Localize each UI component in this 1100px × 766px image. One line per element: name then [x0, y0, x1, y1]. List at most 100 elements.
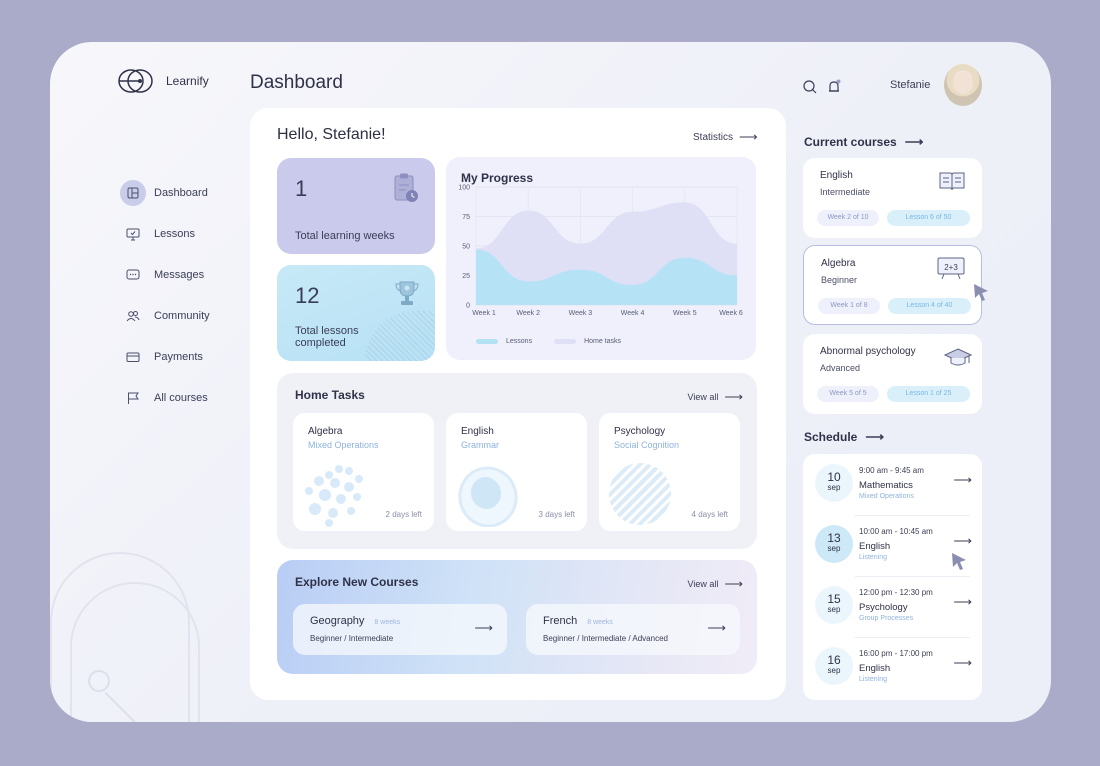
date-badge: 16 sep	[815, 647, 853, 685]
logo-icon	[118, 68, 154, 94]
sidebar-nav: Dashboard Lessons Messages Community Pay…	[120, 180, 210, 426]
current-courses-header[interactable]: Current courses ⟶	[804, 134, 923, 150]
schedule-subject: English	[859, 663, 891, 674]
task-subject: Algebra	[308, 426, 343, 437]
sidebar-item-lessons[interactable]: Lessons	[120, 221, 210, 247]
arrow-right-icon: ⟶	[474, 620, 493, 635]
schedule-topic: Group Processes	[859, 615, 914, 622]
course-lesson-pill: Lesson 6 of 50	[887, 210, 970, 226]
date-day: 10	[827, 470, 841, 484]
y-tick-label: 25	[462, 273, 470, 280]
learning-weeks-card[interactable]: 1 Total learning weeks	[277, 158, 435, 254]
arrow-right-icon: ⟶	[953, 594, 972, 609]
schedule-item[interactable]: 15 sep 12:00 pm - 12:30 pm Psychology Gro…	[803, 576, 982, 637]
arrow-right-icon: ⟶	[953, 472, 972, 487]
schedule-time: 16:00 pm - 17:00 pm	[859, 649, 933, 658]
course-card-english[interactable]: English Intermediate Week 2 of 10 Lesson…	[803, 158, 982, 238]
arrow-right-icon: ⟶	[739, 129, 758, 144]
task-due: 2 days left	[385, 510, 422, 519]
cursor-icon	[974, 284, 988, 301]
explore-course-french[interactable]: French 8 weeks Beginner / Intermediate / …	[526, 604, 740, 655]
date-day: 15	[827, 592, 841, 606]
date-month: sep	[827, 666, 841, 675]
course-lesson-pill: Lesson 1 of 25	[887, 386, 970, 402]
x-tick-label: Week 2	[516, 310, 540, 317]
avatar[interactable]	[944, 64, 982, 106]
explore-view-all[interactable]: View all ⟶	[688, 576, 744, 592]
date-month: sep	[827, 544, 841, 553]
decorative-circle	[88, 670, 110, 692]
explore-course-name: Geography 8 weeks	[310, 615, 400, 627]
sidebar-item-messages[interactable]: Messages	[120, 262, 210, 288]
lessons-completed-card[interactable]: 12 Total lessons completed	[277, 265, 435, 361]
schedule-item[interactable]: 10 sep 9:00 am - 9:45 am Mathematics Mixe…	[803, 454, 982, 515]
course-weeks: 8 weeks	[374, 619, 401, 626]
striped-circle-illustration	[609, 463, 671, 525]
course-week-pill: Week 5 of 5	[817, 386, 879, 402]
x-tick-label: Week 3	[569, 310, 593, 317]
sidebar-item-label: Payments	[154, 351, 203, 363]
date-badge: 10 sep	[815, 464, 853, 502]
search-icon[interactable]	[802, 79, 818, 100]
schedule-time: 9:00 am - 9:45 am	[859, 466, 924, 475]
task-due: 3 days left	[538, 510, 575, 519]
schedule-header[interactable]: Schedule ⟶	[804, 429, 884, 445]
task-subject: Psychology	[614, 426, 666, 437]
task-card-algebra[interactable]: Algebra Mixed Operations 2 days left	[293, 413, 434, 531]
lessons-completed-label: Total lessons completed	[295, 325, 359, 349]
schedule-list: 10 sep 9:00 am - 9:45 am Mathematics Mixe…	[803, 454, 982, 700]
learning-weeks-value: 1	[295, 176, 308, 201]
lessons-completed-value: 12	[295, 283, 320, 308]
statistics-link[interactable]: Statistics ⟶	[693, 129, 758, 145]
date-month: sep	[827, 483, 841, 492]
task-card-english[interactable]: English Grammar 3 days left	[446, 413, 587, 531]
explore-course-geography[interactable]: Geography 8 weeks Beginner / Intermediate…	[293, 604, 507, 655]
app-name: Learnify	[166, 74, 209, 88]
course-levels: Beginner / Intermediate	[310, 634, 394, 643]
course-card-abnormal-psychology[interactable]: Abnormal psychology Advanced Week 5 of 5…	[803, 334, 982, 414]
schedule-item[interactable]: 16 sep 16:00 pm - 17:00 pm English Listen…	[803, 637, 982, 698]
y-tick-label: 0	[466, 303, 470, 310]
series-area-lessons	[476, 249, 737, 305]
date-month: sep	[827, 605, 841, 614]
current-courses-title: Current courses	[804, 135, 897, 149]
task-topic: Grammar	[461, 440, 499, 450]
schedule-topic: Listening	[859, 554, 888, 561]
page-title: Dashboard	[250, 72, 343, 93]
task-due: 4 days left	[691, 510, 728, 519]
course-levels: Beginner / Intermediate / Advanced	[543, 634, 668, 643]
x-tick-label: Week 6	[719, 310, 743, 317]
card-icon	[120, 344, 146, 370]
logo[interactable]: Learnify	[118, 68, 209, 94]
course-card-algebra[interactable]: Algebra Beginner 2+3 Week 1 of 8 Lesson …	[803, 245, 988, 325]
sidebar-item-label: Community	[154, 310, 210, 322]
course-week-pill: Week 2 of 10	[817, 210, 879, 226]
bell-icon[interactable]	[826, 79, 842, 100]
schedule-topic: Listening	[859, 676, 888, 683]
course-level: Advanced	[820, 363, 861, 373]
monitor-icon	[120, 221, 146, 247]
course-name: English	[820, 170, 853, 181]
sidebar-item-payments[interactable]: Payments	[120, 344, 210, 370]
home-tasks-view-all[interactable]: View all ⟶	[688, 389, 744, 405]
dots-illustration	[305, 465, 363, 527]
schedule-time: 12:00 pm - 12:30 pm	[859, 588, 933, 597]
sidebar-item-all-courses[interactable]: All courses	[120, 385, 210, 411]
home-tasks-title: Home Tasks	[295, 388, 365, 402]
sidebar-item-label: All courses	[154, 392, 208, 404]
task-card-psychology[interactable]: Psychology Social Cognition 4 days left	[599, 413, 740, 531]
course-name: Abnormal psychology	[820, 346, 916, 357]
chat-icon	[120, 262, 146, 288]
explore-course-name: French 8 weeks	[543, 615, 613, 627]
date-day: 13	[827, 531, 841, 545]
legend-item-lessons: Lessons	[476, 338, 532, 345]
sidebar-item-dashboard[interactable]: Dashboard	[120, 180, 210, 206]
legend-item-home-tasks: Home tasks	[554, 338, 621, 345]
sidebar-item-community[interactable]: Community	[120, 303, 210, 329]
date-badge: 15 sep	[815, 586, 853, 624]
schedule-topic: Mixed Operations	[859, 493, 914, 500]
y-tick-label: 50	[462, 244, 470, 251]
schedule-item[interactable]: 13 sep 10:00 am - 10:45 am English Listen…	[803, 515, 982, 576]
dashboard-icon	[120, 180, 146, 206]
x-tick-label: Week 1	[472, 310, 496, 317]
